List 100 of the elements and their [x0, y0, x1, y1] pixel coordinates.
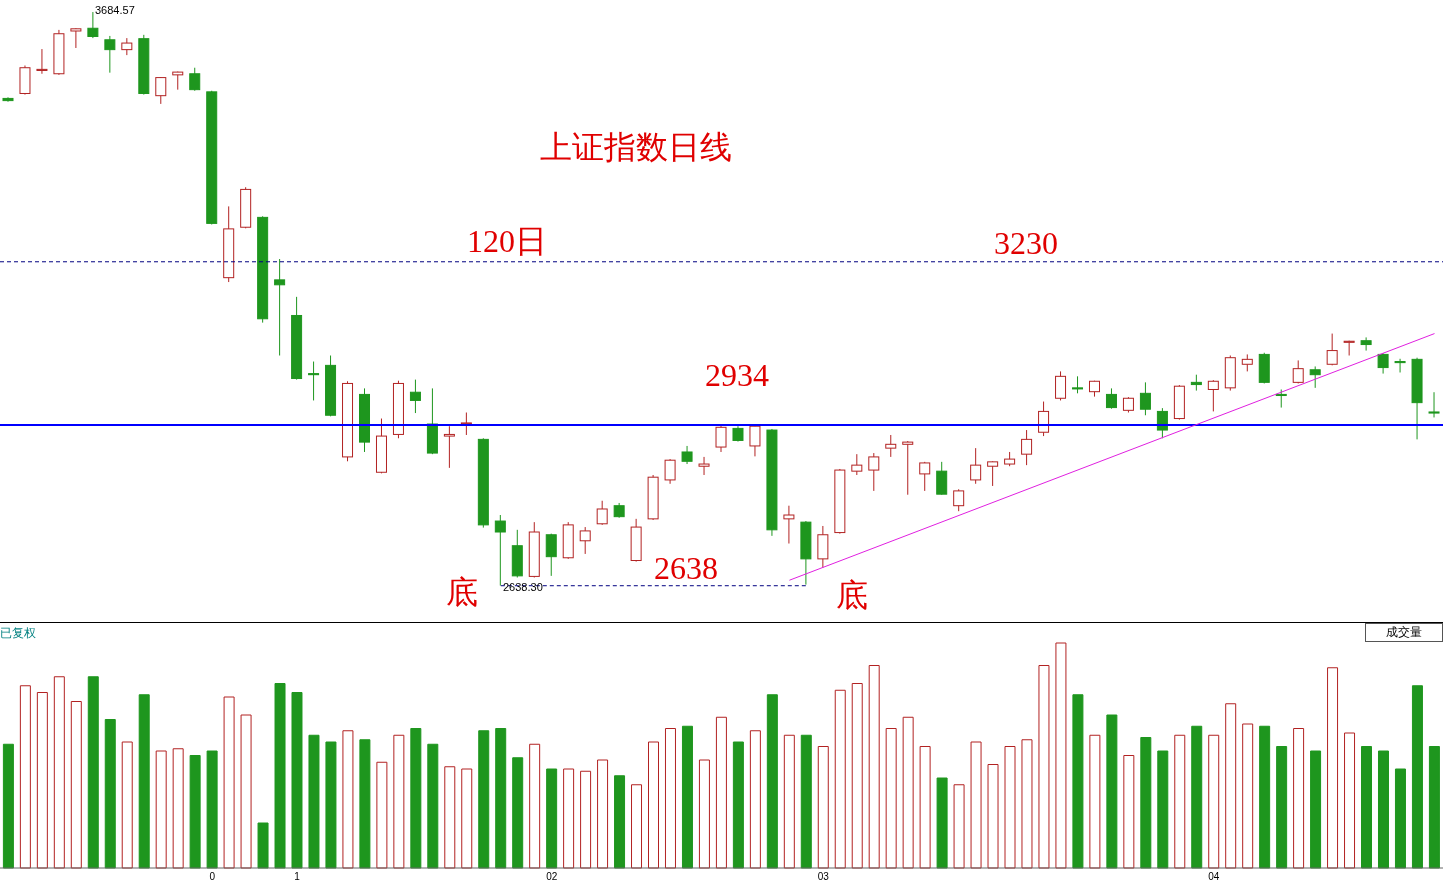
x-tick-label: 03	[817, 871, 830, 883]
bar	[427, 743, 439, 869]
bar	[155, 750, 167, 869]
bar	[325, 741, 337, 869]
candlestick	[1326, 333, 1338, 366]
bar	[172, 748, 184, 869]
candlestick	[545, 533, 557, 577]
bar	[1174, 734, 1186, 869]
candlestick	[1343, 340, 1355, 356]
bar	[359, 739, 371, 869]
bar	[1394, 768, 1406, 869]
bar	[1327, 667, 1339, 869]
bar	[800, 734, 812, 869]
bar	[529, 743, 541, 869]
x-tick-label: 04	[1208, 871, 1220, 883]
bar	[1191, 725, 1203, 869]
bar	[138, 694, 150, 869]
bar	[648, 741, 659, 869]
bar	[1242, 723, 1254, 869]
annotation: 底	[446, 573, 478, 612]
bar	[563, 768, 575, 869]
candlestick	[783, 505, 795, 545]
bar	[698, 759, 710, 869]
bar	[1259, 725, 1271, 869]
bar	[664, 728, 676, 869]
candlestick	[596, 500, 608, 526]
candlestick	[70, 27, 82, 49]
candlestick	[155, 76, 167, 105]
annotation: 底	[836, 576, 868, 615]
bar	[681, 725, 693, 869]
bar	[614, 775, 626, 869]
bar	[1344, 732, 1356, 869]
bar	[1123, 755, 1135, 869]
bar	[1411, 685, 1423, 869]
bar	[444, 766, 456, 869]
candlestick	[579, 526, 591, 555]
candlestick	[1105, 387, 1117, 410]
bar	[902, 716, 914, 869]
bar	[121, 741, 133, 869]
bar	[291, 692, 303, 869]
bar	[274, 683, 286, 869]
candlestick	[698, 456, 710, 476]
candlestick	[1055, 370, 1067, 401]
bar	[1310, 750, 1322, 869]
bar	[19, 685, 31, 869]
bar	[478, 730, 490, 869]
candlestick	[274, 258, 286, 356]
candlestick	[749, 424, 761, 457]
bar	[597, 759, 609, 869]
annotation: 120日	[467, 222, 547, 261]
bar	[1140, 737, 1152, 869]
candlestick	[681, 445, 693, 465]
bar	[851, 683, 863, 869]
bar	[732, 741, 744, 869]
bar	[87, 676, 99, 869]
bar	[1055, 642, 1067, 869]
x-tick-label: 1	[294, 871, 301, 883]
bar	[240, 714, 252, 869]
bar	[393, 734, 405, 869]
bar	[1377, 750, 1389, 869]
candlestick	[868, 452, 880, 492]
candlestick	[36, 48, 48, 75]
candlestick	[936, 461, 948, 496]
bar	[206, 750, 218, 869]
text: 已复权	[0, 626, 36, 641]
bar	[1208, 734, 1220, 869]
candlestick	[987, 460, 999, 487]
bar	[223, 696, 235, 869]
candlestick	[1275, 388, 1287, 409]
bar	[2, 743, 14, 869]
candlestick	[1360, 336, 1372, 352]
candlestick	[902, 440, 914, 496]
bar	[36, 692, 48, 869]
bar	[580, 770, 592, 869]
bar	[749, 730, 761, 869]
candlestick	[2, 96, 14, 103]
bar	[631, 784, 643, 869]
candlestick	[885, 434, 897, 458]
candlestick	[715, 423, 727, 453]
bar	[189, 755, 201, 869]
bar	[104, 719, 116, 869]
candlestick	[953, 488, 965, 512]
bar	[1157, 750, 1169, 869]
annotation: 3230	[994, 224, 1058, 263]
candlestick	[460, 412, 472, 436]
bar	[834, 689, 846, 869]
bar	[53, 676, 65, 869]
annotation: 上证指数日线	[540, 128, 732, 167]
candlestick	[1038, 401, 1050, 437]
x-tick-label: 02	[546, 871, 558, 883]
candlestick	[172, 71, 184, 91]
annotation: 2638	[654, 549, 718, 588]
bar	[1225, 703, 1237, 869]
x-tick-label: 0	[209, 871, 216, 883]
annotation: 2638.30	[503, 581, 543, 595]
bar	[1089, 734, 1101, 869]
bar	[257, 822, 269, 869]
bar	[1004, 746, 1016, 869]
candlestick	[970, 447, 982, 485]
bar	[1038, 665, 1050, 869]
